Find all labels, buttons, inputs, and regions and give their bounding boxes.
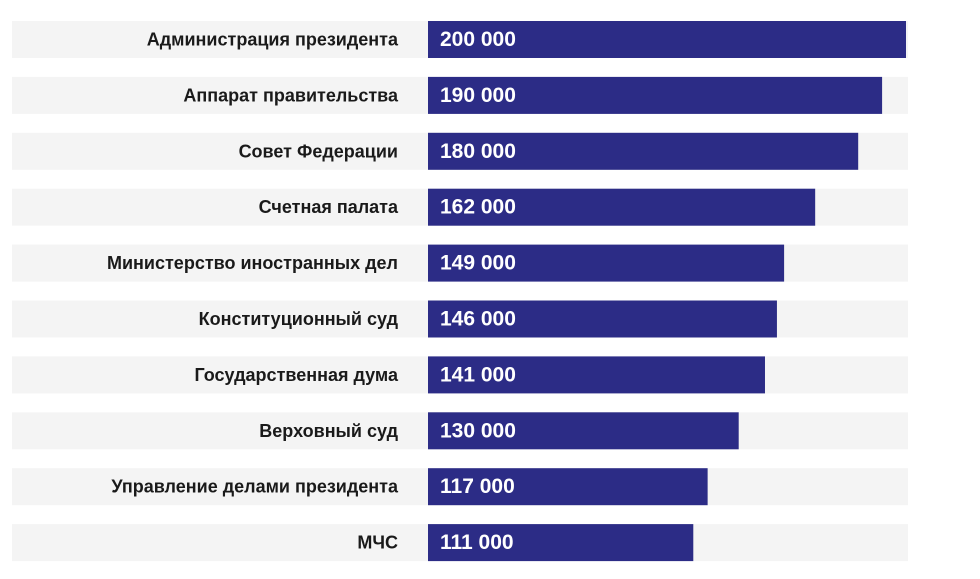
bar: [428, 300, 777, 338]
value-label: 200 000: [440, 28, 516, 51]
value-label: 180 000: [440, 140, 516, 163]
value-label: 149 000: [440, 252, 516, 275]
value-label: 190 000: [440, 84, 516, 107]
category-label: Администрация президента: [147, 30, 399, 50]
bar: [428, 468, 708, 506]
category-label: Управление делами президента: [111, 477, 399, 497]
value-labels: 200 000 190 000 180 000 162 000 149 000 146 0…: [440, 28, 516, 554]
category-label: Министерство иностранных дел: [107, 253, 398, 273]
value-label: 141 000: [440, 363, 516, 386]
value-label: 117 000: [440, 475, 515, 498]
bar: [428, 356, 765, 394]
bar: [428, 21, 906, 58]
bar: [428, 188, 816, 226]
bar: [428, 76, 883, 114]
bars-group: [428, 21, 906, 562]
category-label: Совет Федерации: [239, 141, 398, 161]
category-label: Государственная дума: [194, 365, 398, 385]
category-label: Аппарат правительства: [183, 85, 399, 105]
value-label: 162 000: [440, 196, 516, 219]
value-label: 146 000: [440, 308, 516, 331]
category-label: Верховный суд: [259, 421, 398, 441]
category-label: Счетная палата: [259, 197, 399, 217]
bar: [428, 244, 785, 282]
bar: [428, 132, 859, 170]
value-label: 130 000: [440, 419, 516, 442]
bar: [428, 412, 739, 450]
value-label: 111 000: [440, 531, 514, 554]
category-label: МЧС: [357, 533, 398, 553]
bar: [428, 524, 694, 562]
category-label: Конституционный суд: [199, 309, 399, 329]
category-labels: Администрация президента Аппарат правител…: [107, 30, 399, 553]
